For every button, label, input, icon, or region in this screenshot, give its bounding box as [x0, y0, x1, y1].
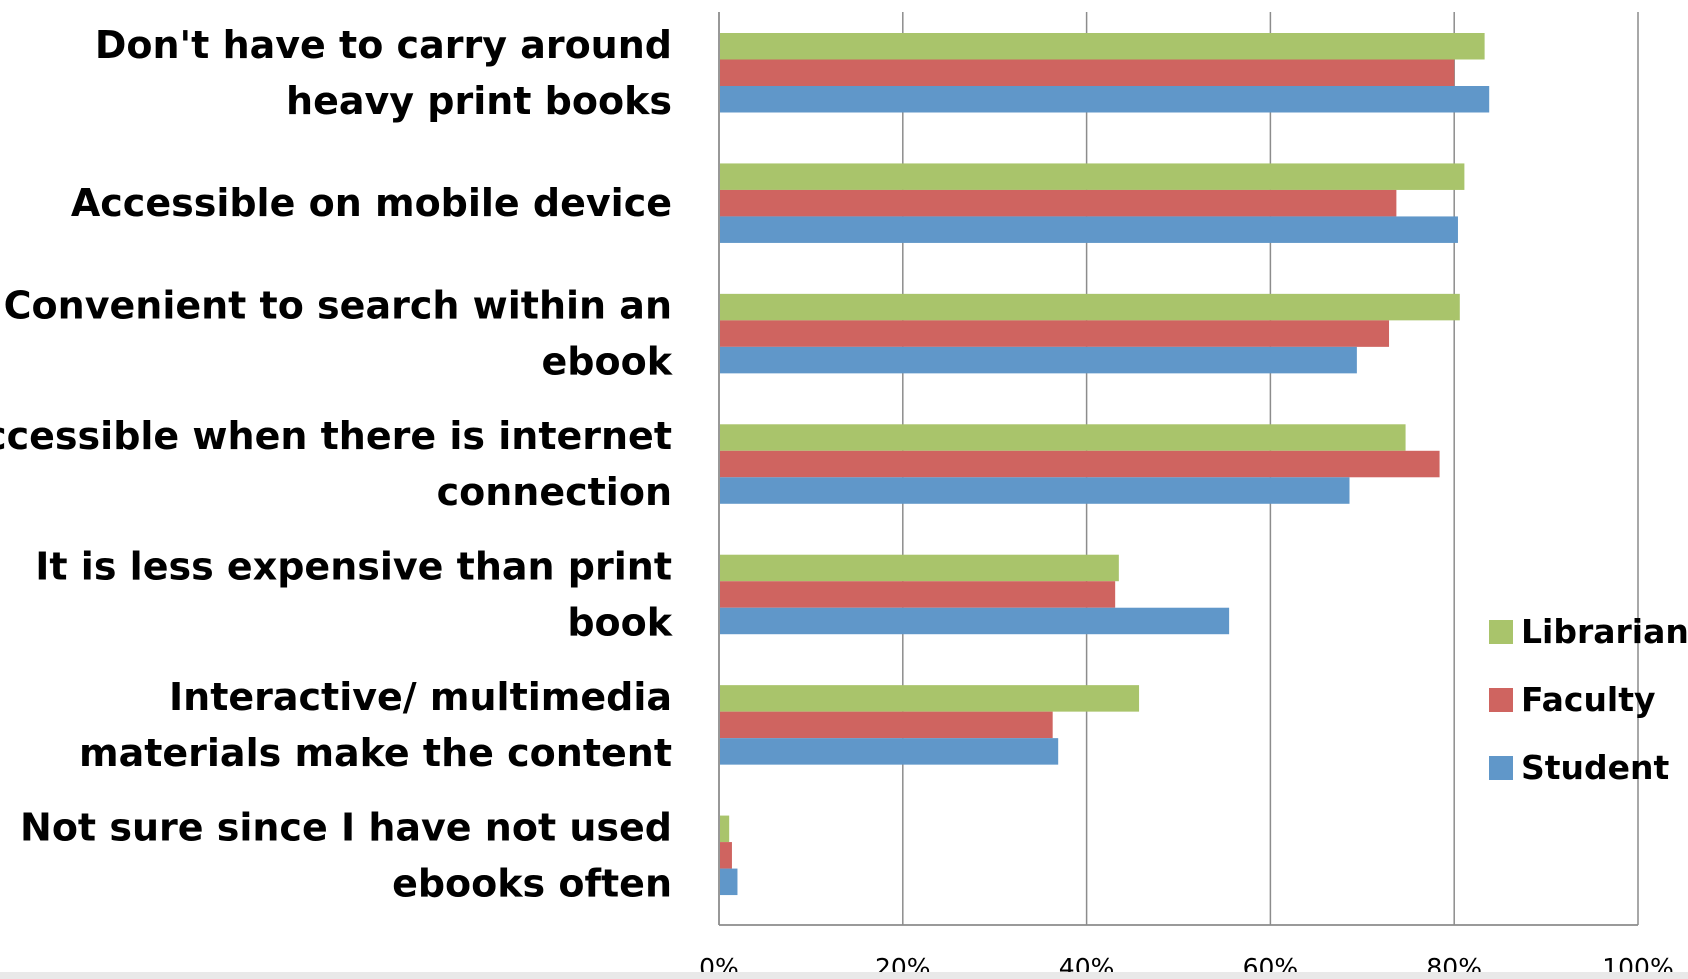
bar-student	[720, 607, 1230, 635]
bar-librarian	[720, 815, 730, 843]
bar-student	[720, 868, 738, 896]
bar-librarian	[720, 685, 1140, 712]
bar-faculty	[720, 59, 1455, 86]
bar-librarian	[720, 554, 1119, 582]
bar-librarian	[720, 33, 1485, 60]
bar-faculty	[720, 189, 1397, 217]
legend-swatch-faculty	[1489, 688, 1513, 712]
category-label: Interactive/ multimedia materials make th…	[79, 675, 672, 775]
bar-faculty	[720, 450, 1440, 478]
legend-swatch-librarian	[1489, 620, 1513, 644]
category-label: Don't have to carry around heavy print bo…	[95, 23, 672, 123]
bar-librarian	[720, 163, 1465, 190]
bar-librarian	[720, 293, 1460, 321]
bar-student	[720, 477, 1350, 504]
legend-label-student: Student	[1521, 748, 1670, 787]
bar-student	[720, 216, 1458, 243]
legend-label-librarian: Librarian	[1521, 612, 1688, 651]
bars	[720, 33, 1490, 896]
bar-student	[720, 346, 1357, 374]
bar-faculty	[720, 581, 1116, 608]
legend-label-faculty: Faculty	[1521, 680, 1656, 719]
bar-student	[720, 86, 1490, 113]
bar-faculty	[720, 711, 1053, 739]
axis	[718, 12, 1638, 926]
footer-strip	[0, 972, 1688, 979]
legend-swatch-student	[1489, 756, 1513, 780]
bar-faculty	[720, 842, 732, 869]
bar-librarian	[720, 424, 1406, 451]
category-label: Convenient to search within an ebook	[4, 284, 673, 384]
category-label: Accessible when there is internet connect…	[0, 414, 672, 514]
bar-faculty	[720, 320, 1390, 347]
category-labels: Don't have to carry around heavy print bo…	[0, 23, 673, 906]
category-label: It is less expensive than print book	[35, 544, 672, 644]
category-label: Not sure since I have not used ebooks oft…	[20, 805, 672, 905]
category-label: Accessible on mobile device	[71, 181, 672, 225]
legend: Librarian Faculty Student	[1489, 612, 1688, 787]
bar-student	[720, 738, 1059, 765]
